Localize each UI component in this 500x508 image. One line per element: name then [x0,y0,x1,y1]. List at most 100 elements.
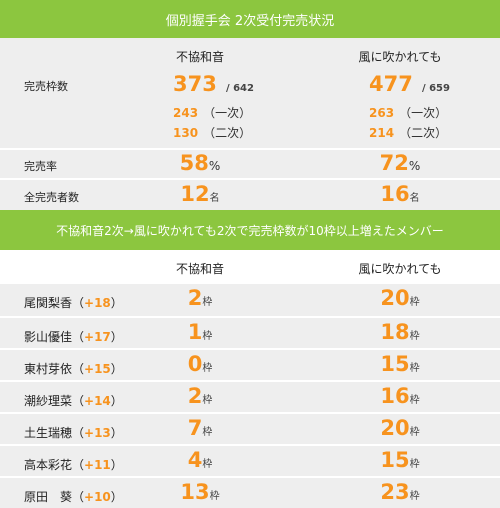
member-col2: 16枠 [380,384,419,408]
member-diff: +11 [84,458,111,472]
member-col1-unit: 枠 [202,395,213,406]
section2-title-bar: 不協和音2次→風に吹かれても2次で完売枠数が10枠以上増えたメンバー [0,210,500,250]
member-diff-paren-close: ） [110,490,123,504]
member-col1: 2枠 [188,286,213,310]
member-col1-unit: 枠 [202,459,213,470]
member-col1: 4枠 [188,448,213,472]
member-name-cell: 尾関梨香（+18） [24,292,123,311]
member-col2-value: 18 [380,320,410,344]
slots-col1-second: 130 （二次） [173,126,252,140]
member-col1-value: 2 [187,384,203,408]
members-col1: 12名 [180,182,220,206]
member-col2: 20枠 [380,286,419,310]
member-col2: 15枠 [380,448,419,472]
member-name-cell: 影山優佳（+17） [24,326,123,345]
member-col1-value: 1 [187,320,203,344]
slots-label: 完売枠数 [24,80,68,93]
member-diff-paren-close: ） [110,296,123,310]
member-col2-unit: 枠 [409,459,420,470]
member-col2-unit: 枠 [409,331,420,342]
member-name: 原田 葵 [24,490,73,504]
slots-col1-total: 373 / 642 [173,72,254,96]
member-name-cell: 高本彩花（+11） [24,454,123,473]
title-bar: 個別握手会 2次受付完売状況 [0,0,500,38]
column-header-kaze: 風に吹かれても [358,50,442,64]
column-header-fukyowaon: 不協和音 [175,50,225,64]
member-diff: +18 [84,296,111,310]
member-col1: 1枠 [188,320,213,344]
member-row: 尾関梨香（+18） 2枠 20枠 [0,284,500,316]
member-col1-value: 4 [187,448,203,472]
member-diff-paren-close: ） [110,362,123,376]
member-diff-paren-open: （ [72,296,85,310]
member-diff: +17 [84,330,111,344]
member-name-cell: 潮紗理菜（+14） [24,390,123,409]
member-col2-value: 15 [380,448,410,472]
slots-row: 完売枠数 373 / 642 243 （一次） 130 （二次） 477 / 6… [0,70,500,148]
member-col2-unit: 枠 [409,297,420,308]
member-col2-value: 20 [380,416,410,440]
slots-col2-total: 477 / 659 [369,72,450,96]
rate-row: 完売率 58% 72% [0,148,500,178]
member-row: 影山優佳（+17） 1枠 18枠 [0,316,500,348]
member-diff-paren-close: ） [110,426,123,440]
member-diff-paren-open: （ [72,394,85,408]
member-col1: 13枠 [180,480,219,504]
member-diff: +14 [84,394,111,408]
member-col1-unit: 枠 [202,363,213,374]
member-diff-paren-open: （ [72,426,85,440]
member-diff: +10 [84,490,111,504]
members-soldout-row: 全完売者数 12名 16名 [0,178,500,210]
stats-column-header: 不協和音 風に吹かれても [0,38,500,70]
members-soldout-label: 全完売者数 [24,191,79,204]
member-diff-paren-open: （ [72,330,85,344]
member-diff-paren-open: （ [72,458,85,472]
member-row: 土生瑞穂（+13） 7枠 20枠 [0,412,500,444]
rate-col2: 72% [379,151,421,175]
member-diff: +15 [84,362,111,376]
member-col1: 7枠 [188,416,213,440]
member-col2-value: 15 [380,352,410,376]
member-col2-unit: 枠 [409,491,420,502]
member-col2-value: 23 [380,480,410,504]
member-name-cell: 原田 葵（+10） [24,486,123,505]
section2-title: 不協和音2次→風に吹かれても2次で完売枠数が10枠以上増えたメンバー [56,223,444,238]
rate-col1: 58% [179,151,221,175]
member-row: 高本彩花（+11） 4枠 15枠 [0,444,500,476]
member-col2: 23枠 [380,480,419,504]
member-col2: 15枠 [380,352,419,376]
member-name: 影山優佳 [24,330,73,344]
member-name: 高本彩花 [24,458,73,472]
member-col1-value: 13 [180,480,210,504]
member-col1-value: 7 [187,416,203,440]
member-diff-paren-close: ） [110,330,123,344]
member-diff-paren-close: ） [110,394,123,408]
member-diff-paren-open: （ [72,362,85,376]
member-col2: 18枠 [380,320,419,344]
member-col2: 20枠 [380,416,419,440]
member-row: 潮紗理菜（+14） 2枠 16枠 [0,380,500,412]
member-diff-paren-open: （ [72,490,85,504]
page-title: 個別握手会 2次受付完売状況 [165,13,335,29]
member-row: 東村芽依（+15） 0枠 15枠 [0,348,500,380]
member-col1-unit: 枠 [202,331,213,342]
members-column-header-kaze: 風に吹かれても [358,262,442,276]
members-col2: 16名 [380,182,420,206]
rate-label: 完売率 [24,160,57,173]
member-col1-unit: 枠 [202,297,213,308]
member-col2-value: 16 [380,384,410,408]
member-col2-unit: 枠 [409,363,420,374]
member-name: 潮紗理菜 [24,394,73,408]
member-name: 土生瑞穂 [24,426,73,440]
member-diff: +13 [84,426,111,440]
slots-col2-first: 263 （一次） [369,106,448,120]
member-col1: 2枠 [188,384,213,408]
member-diff-paren-close: ） [110,458,123,472]
slots-col1-first: 243 （一次） [173,106,252,120]
member-name: 尾関梨香 [24,296,73,310]
member-table: 尾関梨香（+18） 2枠 20枠 影山優佳（+17） 1枠 18枠 東村芽依（+15） 0枠 1… [0,284,500,508]
member-col1: 0枠 [188,352,213,376]
member-col2-unit: 枠 [409,427,420,438]
member-col1-value: 0 [187,352,203,376]
member-col1-unit: 枠 [202,427,213,438]
